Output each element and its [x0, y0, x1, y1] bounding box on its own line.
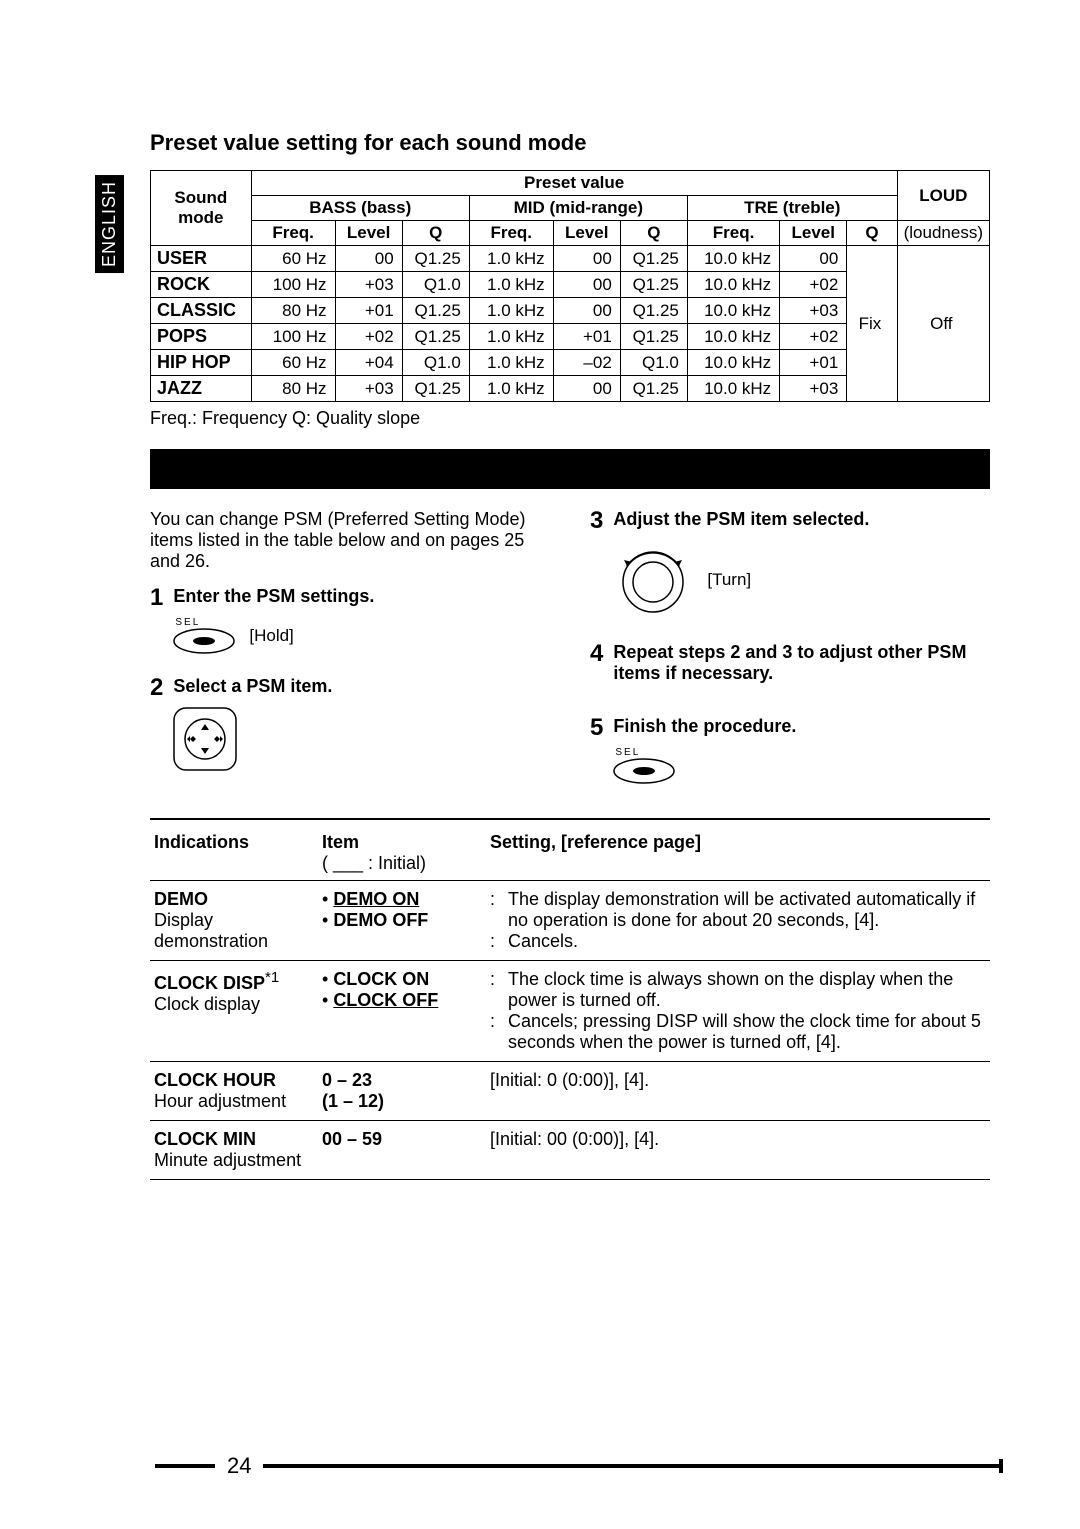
step-number: 3	[590, 509, 603, 620]
step-number: 5	[590, 716, 603, 784]
setting-header: Setting, [reference page]	[486, 826, 990, 881]
dial-icon	[613, 540, 693, 620]
item-header: Item ( ___ : Initial)	[318, 826, 486, 881]
indications-header: Indications	[150, 826, 318, 881]
step-number: 1	[150, 586, 163, 654]
psm-separator	[150, 818, 990, 820]
page-number: 24	[155, 1453, 1003, 1479]
sel-button-icon	[173, 628, 235, 654]
sel-label: SEL	[615, 747, 990, 758]
loud-header: LOUD	[897, 171, 989, 221]
intro-text: You can change PSM (Preferred Setting Mo…	[150, 509, 550, 572]
psm-settings-table: Indications Item ( ___ : Initial) Settin…	[150, 826, 990, 1180]
sel-label: SEL	[175, 617, 235, 628]
step-title: Select a PSM item.	[173, 676, 550, 697]
step-1: 1 Enter the PSM settings. SEL [Hold]	[150, 586, 550, 654]
turn-caption: [Turn]	[707, 570, 751, 590]
hold-caption: [Hold]	[249, 626, 293, 646]
step-title: Enter the PSM settings.	[173, 586, 550, 607]
step-2: 2 Select a PSM item.	[150, 676, 550, 771]
language-tab: ENGLISH	[95, 175, 124, 273]
step-4: 4 Repeat steps 2 and 3 to adjust other P…	[590, 642, 990, 694]
step-title: Repeat steps 2 and 3 to adjust other PSM…	[613, 642, 990, 684]
sel-button-icon	[613, 758, 990, 784]
step-5: 5 Finish the procedure. SEL	[590, 716, 990, 784]
table-footnote: Freq.: Frequency Q: Quality slope	[150, 408, 990, 429]
preset-value-header: Preset value	[251, 171, 897, 196]
sound-mode-header: Sound mode	[151, 171, 252, 246]
section-divider-bar	[150, 449, 990, 489]
page-title: Preset value setting for each sound mode	[150, 130, 990, 156]
step-title: Finish the procedure.	[613, 716, 990, 737]
step-number: 2	[150, 676, 163, 771]
dpad-icon	[173, 707, 550, 771]
step-3: 3 Adjust the PSM item selected. [T	[590, 509, 990, 620]
preset-value-table: Sound mode Preset value LOUD BASS (bass)…	[150, 170, 990, 402]
step-number: 4	[590, 642, 603, 694]
step-title: Adjust the PSM item selected.	[613, 509, 990, 530]
